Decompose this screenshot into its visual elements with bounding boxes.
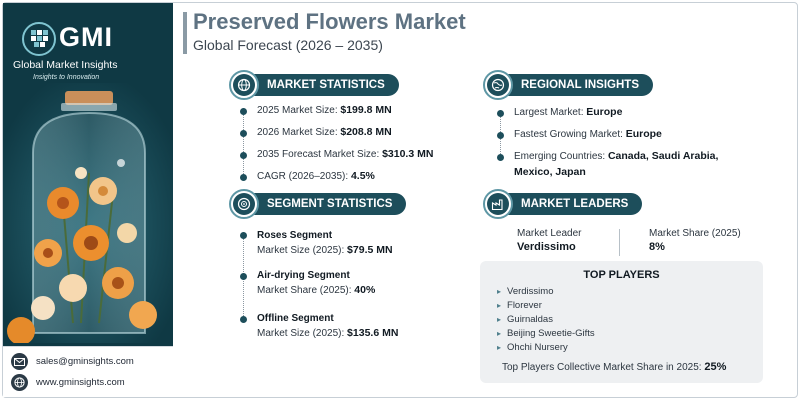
player-item: ▸ Ohchi Nursery [497,342,568,353]
top-players-box: TOP PLAYERS ▸ Verdissimo ▸ Florever ▸ Guirn… [480,261,763,383]
globe-chart-icon [233,74,255,96]
gmi-logo-icon [22,22,56,56]
segment-statistics-heading: SEGMENT STATISTICS [243,193,407,215]
website-text[interactable]: www.gminsights.com [36,377,125,388]
top-players-collective-share: Top Players Collective Market Share in 2… [502,361,727,373]
email-text[interactable]: sales@gminsights.com [36,356,134,367]
chevron-right-icon: ▸ [497,329,502,338]
region-emerging: Emerging Countries: Canada, Saudi Arabia… [514,150,719,162]
market-statistics-header: MARKET STATISTICS [229,70,399,100]
player-item: ▸ Guirnaldas [497,314,553,325]
preserved-flowers-jar-illustration [3,83,173,343]
website-contact[interactable]: www.gminsights.com [11,374,125,391]
market-share-value: 8% [649,241,665,253]
top-players-title: TOP PLAYERS [583,269,660,281]
brand-tagline: Insights to Innovation [33,74,100,81]
market-share-label: Market Share (2025) [649,228,741,239]
market-leader-value: Verdissimo [517,241,576,253]
player-item: ▸ Beijing Sweetie-Gifts [497,328,595,339]
market-leaders-heading: MARKET LEADERS [497,193,643,215]
stat-2025-size: 2025 Market Size: $199.8 MN [257,104,392,116]
region-fastest: Fastest Growing Market: Europe [514,128,662,140]
market-statistics-heading: MARKET STATISTICS [243,74,399,96]
factory-icon [487,193,509,215]
regional-insights-heading: REGIONAL INSIGHTS [497,74,653,96]
segment-roses: Roses Segment Market Size (2025): $79.5 … [257,230,393,256]
contact-bar: sales@gminsights.com www.gminsights.com [3,346,173,397]
segment-offline: Offline Segment Market Size (2025): $135… [257,313,399,339]
left-panel: GMI Global Market Insights Insights to I… [3,3,173,397]
regional-insights-header: REGIONAL INSIGHTS [483,70,653,100]
market-leaders-header: MARKET LEADERS [483,189,643,219]
stat-cagr: CAGR (2026–2035): 4.5% [257,170,375,182]
page-subtitle: Global Forecast (2026 – 2035) [193,37,383,53]
brand-short: GMI [59,22,113,52]
player-item: ▸ Verdissimo [497,286,554,297]
stat-2026-size: 2026 Market Size: $208.8 MN [257,126,392,138]
region-largest: Largest Market: Europe [514,106,623,118]
segment-statistics-header: SEGMENT STATISTICS [229,189,407,219]
title-accent-bar [183,12,187,54]
chevron-right-icon: ▸ [497,301,502,310]
page-title: Preserved Flowers Market [193,9,466,34]
segment-target-icon [233,193,255,215]
leaders-divider [619,229,620,256]
globe-icon [11,374,28,391]
chevron-right-icon: ▸ [497,343,502,352]
chevron-right-icon: ▸ [497,287,502,296]
market-leader-label: Market Leader [517,228,582,239]
segment-air-drying: Air-drying Segment Market Share (2025): … [257,270,376,296]
chevron-right-icon: ▸ [497,315,502,324]
brand-name: Global Market Insights [13,59,118,71]
email-contact[interactable]: sales@gminsights.com [11,353,134,370]
region-emerging-line2: Mexico, Japan [514,166,586,178]
player-item: ▸ Florever [497,300,542,311]
stat-2035-forecast: 2035 Forecast Market Size: $310.3 MN [257,148,434,160]
email-icon [11,353,28,370]
world-globe-icon [487,74,509,96]
